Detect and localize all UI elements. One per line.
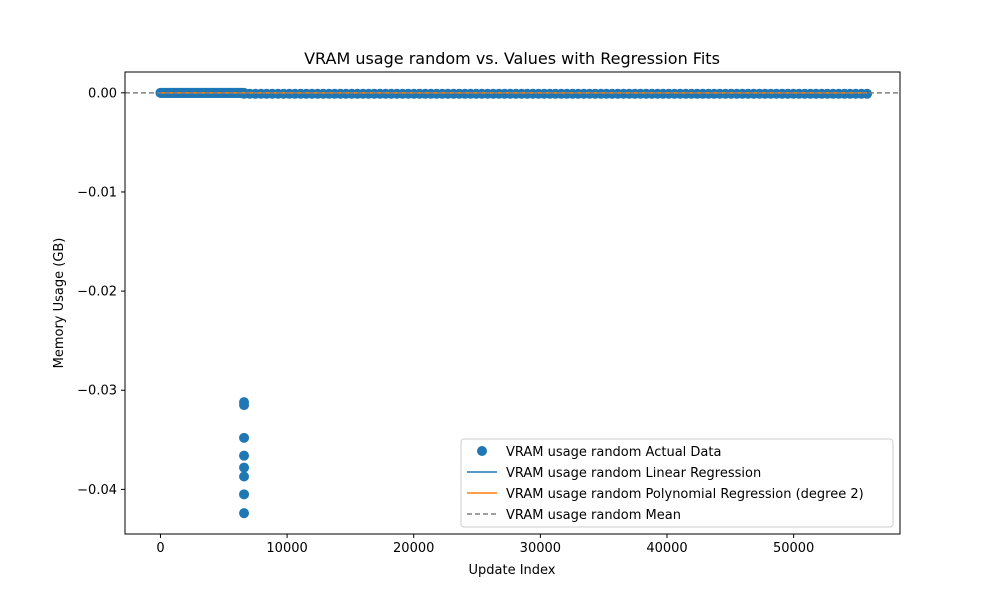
y-tick-label: 0.00	[88, 86, 117, 101]
data-point-outlier	[239, 471, 250, 482]
x-tick-label: 0	[156, 541, 164, 556]
legend-label-actual: VRAM usage random Actual Data	[506, 445, 721, 460]
data-point-outlier	[239, 400, 250, 411]
x-tick-label: 50000	[773, 541, 814, 556]
data-point-outlier	[239, 489, 250, 500]
data-point	[862, 88, 873, 99]
legend-label-mean: VRAM usage random Mean	[506, 508, 681, 523]
legend-marker-actual	[477, 446, 487, 456]
x-tick-label: 30000	[520, 541, 561, 556]
legend: VRAM usage random Actual Data VRAM usage…	[460, 438, 894, 528]
y-tick-label: −0.03	[77, 384, 117, 399]
legend-label-poly: VRAM usage random Polynomial Regression …	[506, 487, 864, 502]
data-point-outlier	[239, 508, 250, 519]
y-tick-label: −0.02	[77, 285, 117, 300]
y-tick-label: −0.04	[77, 483, 117, 498]
plot-frame	[124, 71, 901, 535]
x-tick-label: 10000	[266, 541, 307, 556]
x-tick-label: 20000	[393, 541, 434, 556]
x-tick-label: 40000	[646, 541, 687, 556]
chart-title: VRAM usage random vs. Values with Regres…	[304, 49, 720, 68]
axis-ticks: 0 10000 20000 30000 40000 50000 0.00 −0.01 −0.02…	[77, 86, 814, 556]
x-axis-label: Update Index	[468, 563, 555, 578]
data-point-outlier	[239, 462, 250, 473]
legend-label-linear: VRAM usage random Linear Regression	[506, 466, 761, 481]
data-point-outlier	[239, 432, 250, 443]
plot-area	[125, 87, 900, 519]
y-axis-label: Memory Usage (GB)	[52, 238, 67, 369]
legend-box	[460, 438, 894, 528]
data-point-outlier	[239, 450, 250, 461]
y-tick-label: −0.01	[77, 185, 117, 200]
